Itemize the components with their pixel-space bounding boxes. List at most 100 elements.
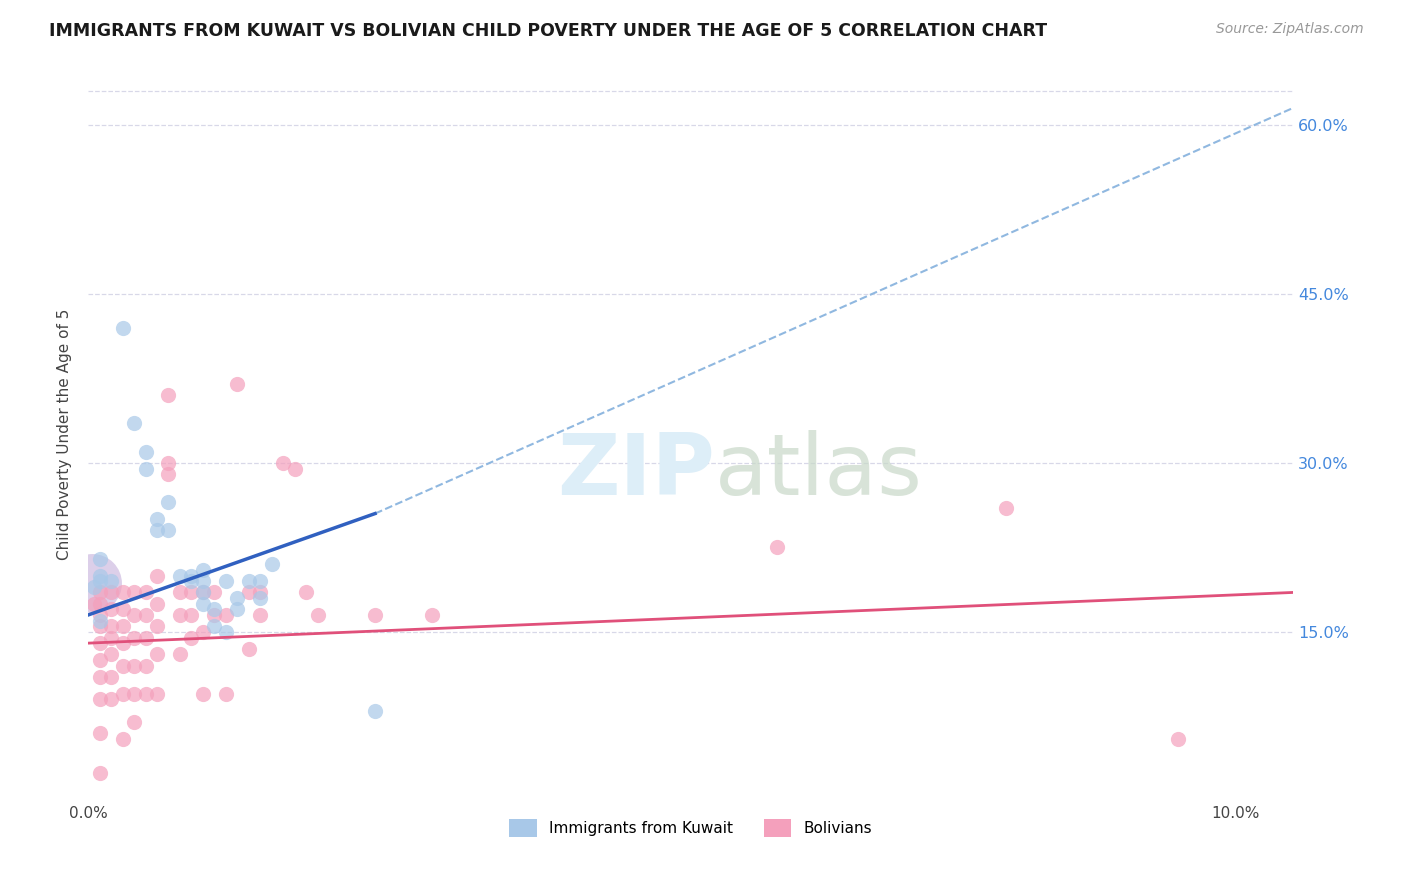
Point <box>135 687 157 701</box>
Point <box>238 574 260 589</box>
Point <box>89 597 111 611</box>
Point <box>100 692 122 706</box>
Point <box>238 641 260 656</box>
Point <box>1167 731 1189 746</box>
Y-axis label: Child Poverty Under the Age of 5: Child Poverty Under the Age of 5 <box>58 309 72 560</box>
Point <box>146 619 169 633</box>
Point <box>191 585 214 599</box>
Point <box>364 704 387 718</box>
Point <box>111 731 134 746</box>
Point <box>122 607 145 622</box>
Point <box>146 648 169 662</box>
Point <box>111 687 134 701</box>
Point <box>122 658 145 673</box>
Point <box>100 585 122 599</box>
Point <box>100 670 122 684</box>
Point <box>284 461 307 475</box>
Legend: Immigrants from Kuwait, Bolivians: Immigrants from Kuwait, Bolivians <box>502 812 880 845</box>
Point <box>191 597 214 611</box>
Point <box>89 653 111 667</box>
Point <box>135 461 157 475</box>
Point <box>100 648 122 662</box>
Text: atlas: atlas <box>714 430 922 513</box>
Point <box>180 585 202 599</box>
Point <box>83 580 105 594</box>
Text: ZIP: ZIP <box>557 430 714 513</box>
Point <box>191 563 214 577</box>
Text: Source: ZipAtlas.com: Source: ZipAtlas.com <box>1216 22 1364 37</box>
Point <box>89 670 111 684</box>
Point <box>249 607 271 622</box>
Point <box>226 376 249 391</box>
Point <box>202 602 225 616</box>
Point <box>146 524 169 538</box>
Point <box>169 648 191 662</box>
Point <box>89 568 111 582</box>
Point <box>215 624 238 639</box>
Text: IMMIGRANTS FROM KUWAIT VS BOLIVIAN CHILD POVERTY UNDER THE AGE OF 5 CORRELATION : IMMIGRANTS FROM KUWAIT VS BOLIVIAN CHILD… <box>49 22 1047 40</box>
Point <box>135 631 157 645</box>
Point <box>89 765 111 780</box>
Point <box>215 607 238 622</box>
Point <box>89 636 111 650</box>
Point <box>271 456 294 470</box>
Point <box>157 456 180 470</box>
Point <box>146 687 169 701</box>
Point <box>249 574 271 589</box>
Point <box>83 597 105 611</box>
Point <box>249 585 271 599</box>
Point <box>202 619 225 633</box>
Point <box>135 658 157 673</box>
Point <box>111 658 134 673</box>
Point <box>135 607 157 622</box>
Point <box>122 714 145 729</box>
Point <box>146 597 169 611</box>
Point <box>111 602 134 616</box>
Point <box>100 574 122 589</box>
Point <box>89 607 111 622</box>
Point <box>202 607 225 622</box>
Point <box>191 624 214 639</box>
Point <box>111 320 134 334</box>
Point <box>249 591 271 605</box>
Point <box>180 631 202 645</box>
Point <box>122 631 145 645</box>
Point <box>157 524 180 538</box>
Point <box>89 614 111 628</box>
Point <box>100 602 122 616</box>
Point <box>226 591 249 605</box>
Point <box>307 607 329 622</box>
Point <box>122 417 145 431</box>
Point <box>180 568 202 582</box>
Point <box>157 388 180 402</box>
Point <box>157 467 180 482</box>
Point <box>260 558 283 572</box>
Point <box>295 585 318 599</box>
Point <box>111 585 134 599</box>
Point <box>146 568 169 582</box>
Point <box>122 687 145 701</box>
Point <box>191 574 214 589</box>
Point <box>100 631 122 645</box>
Point <box>80 576 103 591</box>
Point <box>169 568 191 582</box>
Point <box>215 687 238 701</box>
Point <box>765 541 787 555</box>
Point <box>226 602 249 616</box>
Point <box>364 607 387 622</box>
Point <box>111 636 134 650</box>
Point <box>422 607 444 622</box>
Point <box>122 585 145 599</box>
Point <box>89 574 111 589</box>
Point <box>111 619 134 633</box>
Point <box>191 687 214 701</box>
Point <box>180 607 202 622</box>
Point <box>169 585 191 599</box>
Point <box>89 692 111 706</box>
Point <box>146 512 169 526</box>
Point <box>238 585 260 599</box>
Point <box>100 619 122 633</box>
Point <box>215 574 238 589</box>
Point <box>135 585 157 599</box>
Point <box>995 500 1018 515</box>
